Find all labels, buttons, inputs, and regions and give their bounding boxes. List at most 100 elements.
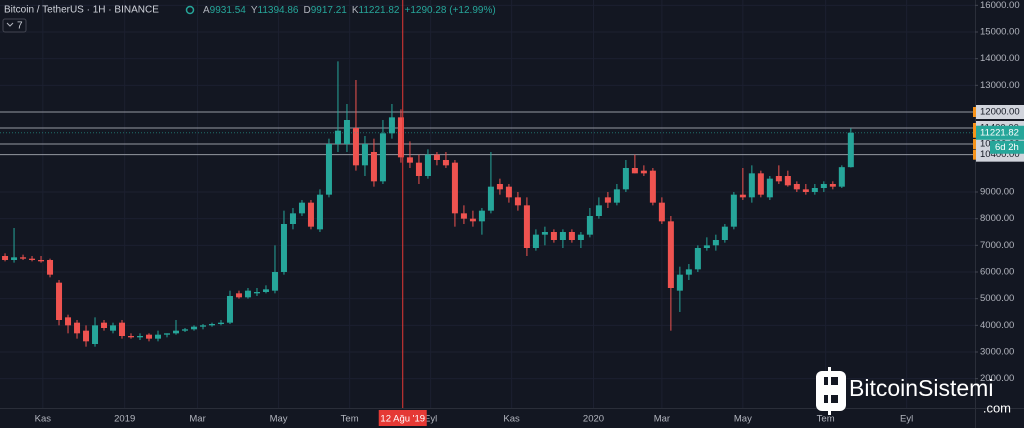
- candle-body: [11, 257, 18, 260]
- candle-body: [676, 274, 683, 291]
- ohlc-label: Y: [251, 5, 258, 16]
- x-tick-label: Eyl: [900, 414, 913, 425]
- x-tick-label: Eyl: [424, 414, 437, 425]
- crosshair-label-box: [378, 410, 427, 426]
- candle-body: [74, 322, 81, 334]
- badge-chevron: [6, 22, 14, 27]
- x-tick-label: Tem: [817, 414, 835, 425]
- hline-label: 10400.00: [980, 149, 1020, 160]
- candle-body: [56, 282, 63, 320]
- x-tick-label: May: [734, 414, 752, 425]
- candle-body: [424, 154, 431, 176]
- candle-body: [811, 188, 818, 192]
- candle-body: [685, 269, 692, 275]
- hline-marker: [973, 139, 976, 149]
- candle-body: [379, 133, 386, 182]
- candle-body: [550, 232, 557, 240]
- hline-label-box: [976, 105, 1024, 119]
- plot: [0, 0, 975, 408]
- candle-body: [253, 292, 260, 294]
- x-tick-label: Kas: [35, 414, 52, 425]
- x-tick-label: Mar: [654, 414, 670, 425]
- x-tick-label: May: [270, 414, 288, 425]
- candle-body: [2, 256, 9, 260]
- candle-body: [604, 197, 611, 203]
- candle-body: [271, 272, 278, 291]
- candle-body: [29, 258, 36, 260]
- candle-body: [208, 324, 215, 326]
- candle-body: [199, 325, 206, 327]
- candle-body: [532, 234, 539, 248]
- candle-body: [505, 186, 512, 198]
- candle-body: [361, 144, 368, 166]
- candle-body: [101, 322, 108, 328]
- ohlc-label: K: [352, 5, 359, 16]
- candle-body: [784, 176, 791, 186]
- countdown-label: 6d 2h: [995, 142, 1019, 153]
- candle-body: [496, 184, 503, 190]
- candle-body: [739, 194, 746, 198]
- candle-body: [163, 333, 170, 335]
- candle-body: [83, 330, 90, 342]
- current-price-box: [976, 125, 1024, 140]
- watermark-name: BitcoinSistemi: [849, 375, 993, 401]
- candle-body: [298, 202, 305, 214]
- candle-body: [172, 330, 179, 334]
- candle-body: [757, 173, 764, 195]
- candle-body: [110, 325, 117, 331]
- grid: [0, 0, 975, 408]
- indicator-badge[interactable]: [2, 18, 27, 33]
- hline-marker: [973, 107, 976, 117]
- ohlc-change: +1290.28 (+12.99%): [405, 5, 496, 16]
- candle-body: [307, 202, 314, 227]
- candle-body: [38, 260, 45, 262]
- candle-body: [766, 178, 773, 198]
- candle-body: [631, 168, 638, 174]
- candle-body: [226, 296, 233, 323]
- candle-body: [181, 329, 188, 331]
- crosshair-label: 12 Ağu '19: [380, 414, 425, 425]
- candle-body: [289, 213, 296, 224]
- y-tick-label: 8000.00: [980, 213, 1014, 224]
- candle-body: [667, 221, 674, 288]
- candle-body: [730, 194, 737, 227]
- y-tick-label: 6000.00: [980, 267, 1014, 278]
- candle-body: [514, 197, 521, 206]
- candle-body: [316, 194, 323, 230]
- y-tick-label: 4000.00: [980, 320, 1014, 331]
- candle-body: [721, 226, 728, 240]
- candle-body: [775, 176, 782, 182]
- candle-body: [415, 162, 422, 176]
- candle-body: [442, 160, 449, 166]
- candle-body: [820, 184, 827, 188]
- candle-body: [577, 234, 584, 240]
- candle-body: [92, 325, 99, 344]
- x-tick-label: Tem: [341, 414, 359, 425]
- candle-body: [334, 130, 341, 144]
- ohlc-value: 11221.82: [359, 5, 400, 16]
- candle-body: [748, 173, 755, 198]
- ohlc-label: D: [303, 5, 310, 16]
- hline-label: 12000.00: [980, 107, 1020, 118]
- candle-body: [469, 218, 476, 222]
- candle-body: [343, 120, 350, 144]
- candle-body: [47, 260, 54, 275]
- candle-body: [847, 132, 854, 168]
- candle-body: [352, 128, 359, 166]
- candle-body: [658, 202, 665, 222]
- candle-body: [137, 336, 144, 338]
- badge-count: 7: [17, 21, 23, 32]
- candle-body: [613, 189, 620, 203]
- y-tick-label: 2000.00: [980, 373, 1014, 384]
- x-tick-label: 2019: [114, 414, 135, 425]
- symbol-title: Bitcoin / TetherUS · 1H · BINANCE: [4, 5, 159, 16]
- y-tick-label: 15000.00: [980, 27, 1020, 38]
- y-tick-label: 13000.00: [980, 80, 1020, 91]
- candle-body: [649, 170, 656, 203]
- candle-body: [190, 326, 197, 330]
- hline-marker: [973, 149, 976, 160]
- status-dot: [185, 5, 195, 15]
- candle-body: [146, 334, 153, 339]
- candle-body: [397, 117, 404, 158]
